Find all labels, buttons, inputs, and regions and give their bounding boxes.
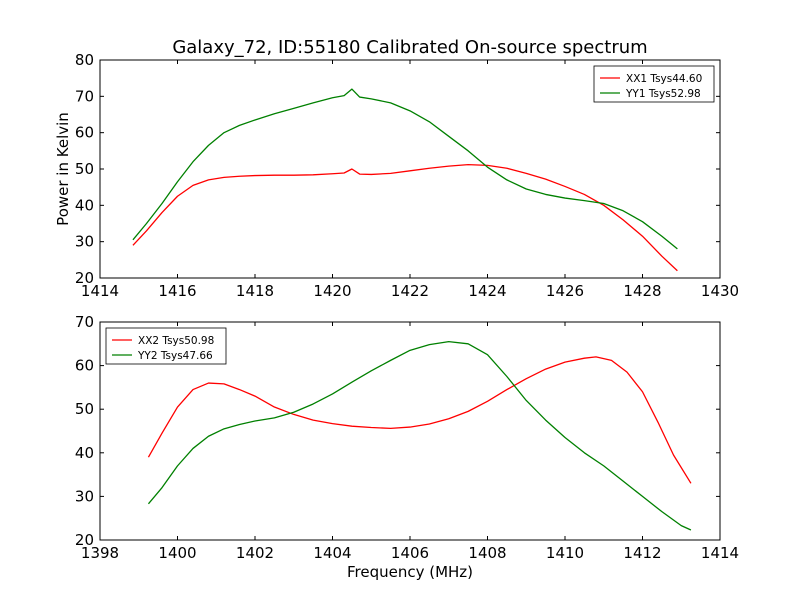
- y-tick-label: 20: [75, 269, 94, 287]
- x-tick-label: 1414: [81, 282, 119, 300]
- x-axis-label: Frequency (MHz): [347, 563, 473, 581]
- top-plot: 1414 1416 1418 1420 1422 1424 1426 1428 1430 20 30…: [54, 51, 739, 300]
- x-tick-label: 1424: [468, 282, 506, 300]
- y-tick-label: 40: [75, 196, 94, 214]
- y-tick-label: 70: [75, 313, 94, 331]
- legend-label: XX2 Tsys50.98: [138, 335, 214, 347]
- y-tick-label: 80: [75, 51, 94, 69]
- legend-label: YY1 Tsys52.98: [625, 88, 701, 100]
- x-tick-label: 1426: [546, 282, 584, 300]
- x-tick-label: 1410: [546, 544, 584, 562]
- x-tick-label: 1414: [701, 544, 739, 562]
- x-tick-label: 1406: [391, 544, 429, 562]
- y-tick-label: 70: [75, 87, 94, 105]
- chart-title: Galaxy_72, ID:55180 Calibrated On-source…: [172, 37, 647, 58]
- x-tick-label: 1402: [236, 544, 274, 562]
- y-tick-label: 20: [75, 531, 94, 549]
- x-tick-label: 1408: [468, 544, 506, 562]
- series-line-2-2: [147, 340, 692, 531]
- y-axis-label: Power in Kelvin: [54, 112, 72, 226]
- legend-box: [593, 65, 715, 103]
- series-line-2-1: [147, 356, 692, 484]
- x-tick-label: 1416: [158, 282, 196, 300]
- legend-label: XX1 Tsys44.60: [626, 73, 702, 85]
- x-tick-label: 1400: [158, 544, 196, 562]
- legend-label: YY2 Tsys47.66: [137, 350, 213, 362]
- y-tick-label: 30: [75, 233, 94, 251]
- bottom-plot: 1398 1400 1402 1404 1406 1408 1410 1412 1414 20 30…: [75, 313, 739, 581]
- x-tick-label: 1422: [391, 282, 429, 300]
- x-tick-label: 1430: [701, 282, 739, 300]
- y-tick-label: 40: [75, 444, 94, 462]
- x-tick-label: 1428: [623, 282, 661, 300]
- series-line-1-2: [132, 88, 678, 250]
- y-tick-label: 60: [75, 357, 94, 375]
- x-tick-label: 1398: [81, 544, 119, 562]
- x-tick-label: 1412: [623, 544, 661, 562]
- y-tick-label: 30: [75, 487, 94, 505]
- y-tick-label: 50: [75, 160, 94, 178]
- x-tick-label: 1418: [236, 282, 274, 300]
- legend-box: [105, 327, 227, 365]
- series-line-1-1: [132, 163, 678, 272]
- x-tick-label: 1420: [313, 282, 351, 300]
- x-tick-label: 1404: [313, 544, 351, 562]
- y-tick-label: 50: [75, 400, 94, 418]
- y-tick-label: 60: [75, 124, 94, 142]
